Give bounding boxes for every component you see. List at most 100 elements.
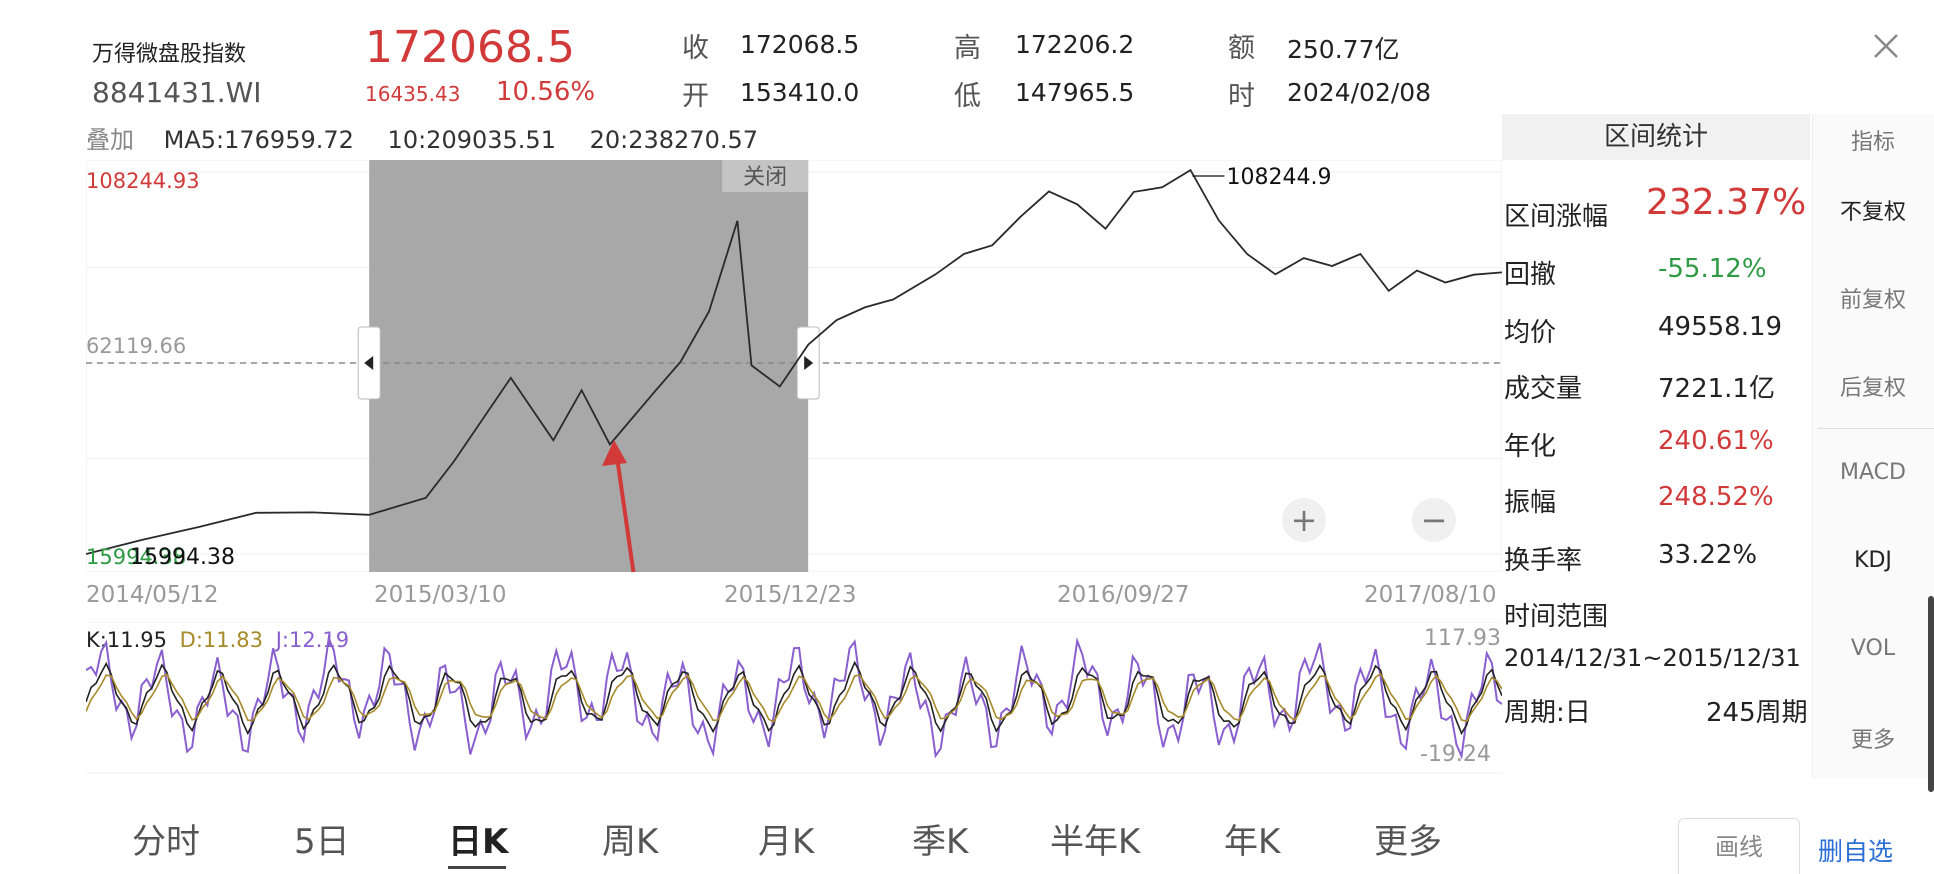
x-tick-label: 2017/08/10 [1364,582,1497,608]
tab-weekly-k[interactable]: 周K [602,822,659,862]
stat-label: 换手率 [1504,546,1583,576]
indicator-kdj[interactable]: KDJ [1854,548,1892,573]
tab-halfyear-k[interactable]: 半年K [1050,822,1141,862]
price-line [86,168,1502,555]
low-marker: 15994.38 [130,545,235,570]
close-label: 收 [682,33,709,64]
y-mid-label: 62119.66 [86,334,186,358]
indicator-forward-adjust[interactable]: 前复权 [1839,288,1906,313]
period-value: 245周期 [1706,698,1808,728]
high-label: 高 [954,33,981,64]
high-value: 172206.2 [1015,30,1135,59]
tab-daily-k[interactable]: 日K [448,822,509,862]
kdj-k-line [86,660,1502,736]
stat-amplitude: 248.52% [1658,482,1774,512]
stat-label: 振幅 [1504,488,1557,518]
indicator-scrollbar[interactable] [1928,596,1934,792]
x-tick-label: 2015/03/10 [374,582,507,608]
kdj-d-value: D:11.83 [179,628,264,652]
time-label: 时 [1228,81,1255,112]
time-range-label: 时间范围 [1504,602,1609,632]
amount-value: 250.77亿 [1287,35,1400,64]
stat-label: 均价 [1504,318,1557,348]
selection-close-button[interactable]: 关闭 [743,165,787,190]
ma10-value: 10:209035.51 [387,126,556,154]
indicator-title: 指标 [1850,130,1895,155]
kdj-top-value: 117.93 [1424,626,1501,651]
zoom-out-button[interactable]: − [1412,498,1456,542]
annotation-arrow-head [602,440,627,466]
remove-favorite-button[interactable]: 删自选 [1818,837,1894,866]
time-value: 2024/02/08 [1287,78,1432,107]
tab-monthly-k[interactable]: 月K [758,822,815,862]
close-value: 172068.5 [740,30,860,59]
x-tick-label: 2015/12/23 [724,582,857,608]
zoom-circle [1412,498,1456,542]
price-change-pct: 10.56% [496,77,596,107]
kdj-chart[interactable] [86,622,1502,774]
x-tick-label: 2014/05/12 [86,582,219,608]
indicator-backward-adjust[interactable]: 后复权 [1839,376,1906,401]
close-icon-svg [1874,34,1898,58]
active-tab-indicator [448,866,506,869]
current-price: 172068.5 [365,22,575,73]
y-bottom-label: 15994.38 [86,545,186,569]
tab-more[interactable]: 更多 [1374,822,1442,862]
stat-label: 成交量 [1504,374,1583,404]
annotation-arrow-shaft [614,449,636,572]
zoom-circle [1282,498,1326,542]
kdj-bottom-value: -19.24 [1420,742,1491,767]
kdj-d-line [86,672,1502,723]
zoom-symbol: + [1291,501,1318,539]
indicator-no-adjust[interactable]: 不复权 [1839,200,1906,225]
selection-left-handle[interactable] [357,326,381,400]
indicator-vol[interactable]: VOL [1850,636,1896,661]
time-range-value: 2014/12/31~2015/12/31 [1504,644,1801,672]
indicator-macd[interactable]: MACD [1840,460,1906,485]
zoom-symbol: − [1421,501,1448,539]
tab-intraday[interactable]: 分时 [132,822,200,862]
selection-region [369,160,809,572]
stat-drawdown: -55.12% [1658,254,1767,284]
indicator-column [1812,114,1934,778]
selection-close-bg [722,160,809,192]
tab-5day[interactable]: 5日 [294,822,350,862]
overlay-button[interactable]: 叠加 [86,126,134,154]
max-marker-label: 108244.9 [1226,165,1331,190]
low-label: 低 [954,81,981,112]
stat-volume: 7221.1亿 [1658,374,1775,404]
overlay-row: 叠加 MA5:176959.72 10:209035.51 20:238270.… [86,120,784,155]
index-name: 万得微盘股指数 [92,42,247,67]
amount-label: 额 [1228,33,1255,64]
draw-line-button[interactable]: 画线 [1678,818,1800,874]
ma20-value: 20:238270.57 [589,126,759,154]
stats-title: 区间统计 [1502,114,1810,160]
tab-quarterly-k[interactable]: 季K [912,822,969,862]
stat-label: 回撤 [1504,260,1557,290]
zoom-in-button[interactable]: + [1282,498,1326,542]
kdj-legend: K:11.95 D:11.83 J:12.19 [86,628,349,652]
index-code: 8841431.WI [92,76,262,109]
kdj-j-line [86,634,1502,760]
stat-annualized: 240.61% [1658,426,1774,456]
indicator-more[interactable]: 更多 [1850,728,1895,753]
price-change: 16435.43 [365,82,461,106]
stat-avg-price: 49558.19 [1658,312,1783,342]
selection-right-handle[interactable] [796,326,820,400]
stat-label: 区间涨幅 [1504,202,1609,232]
kdj-k-value: K:11.95 [86,628,167,652]
open-label: 开 [682,81,709,112]
stat-label: 年化 [1504,432,1557,462]
low-value: 147965.5 [1015,78,1135,107]
x-tick-label: 2016/09/27 [1057,582,1190,608]
period-label: 周期:日 [1504,698,1591,728]
close-icon[interactable] [1866,26,1906,66]
handle-arrow [364,356,374,370]
stat-range-change: 232.37% [1646,182,1807,223]
stat-turnover: 33.22% [1658,540,1758,570]
ma5-value: MA5:176959.72 [163,126,354,154]
tab-yearly-k[interactable]: 年K [1224,822,1281,862]
handle-arrow [804,356,814,370]
